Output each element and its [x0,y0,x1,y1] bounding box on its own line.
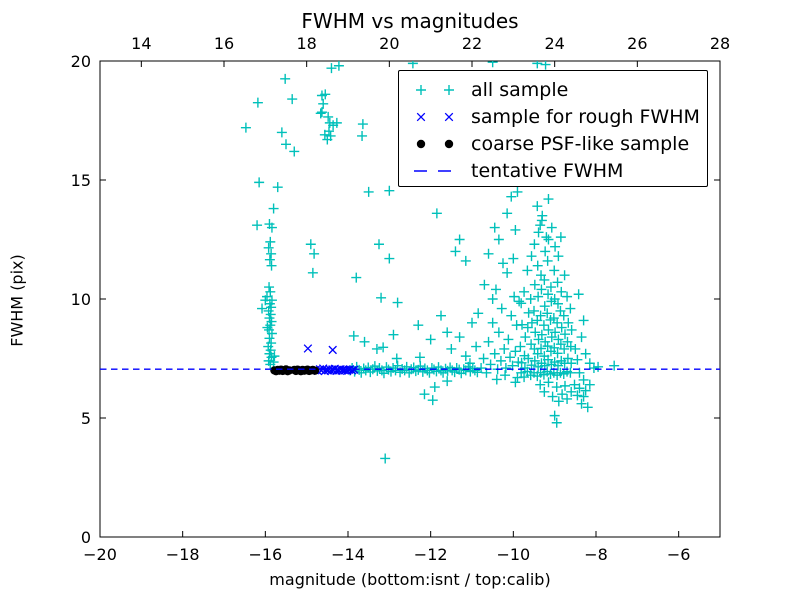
tick-label: 5 [81,409,91,428]
tick-label: −18 [166,545,200,564]
tick-label: 16 [214,34,234,53]
tick-label: 20 [71,52,91,71]
legend-label: coarse PSF-like sample [471,132,690,155]
tick-label: 20 [379,34,399,53]
legend-entry: sample for rough FWHM [407,103,707,130]
tick-label: −12 [414,545,448,564]
y-axis-label: FWHM (pix) [7,254,27,347]
tick-label: −6 [667,545,691,564]
legend-marker-plus-icon [416,84,454,95]
chart-title: FWHM vs magnitudes [301,9,519,33]
legend: all sample sample for rough FWHM coarse PS… [398,70,708,187]
x-top-ticks [140,61,721,67]
legend-entry: tentative FWHM [407,157,707,184]
tick-label: 15 [71,171,91,190]
tick-label: 14 [131,34,151,53]
tick-label: −16 [248,545,282,564]
tick-label: 18 [296,34,316,53]
x-bottom-ticks [99,531,680,537]
legend-entry: all sample [407,76,707,103]
legend-entry: coarse PSF-like sample [407,130,707,157]
x-axis-label: magnitude (bottom:isnt / top:calib) [269,570,551,589]
legend-marker-dashed-line-icon [414,169,451,172]
tick-label: 22 [462,34,482,53]
tick-label: 28 [710,34,730,53]
legend-label: all sample [471,78,569,101]
legend-marker-x-icon [416,112,454,121]
tick-label: −8 [584,545,608,564]
tick-label: 10 [71,290,91,309]
tick-label: −20 [83,545,117,564]
tick-label: 24 [544,34,564,53]
y-ticks [100,60,720,538]
tick-label: 0 [81,528,91,547]
tick-label: 26 [627,34,647,53]
legend-label: tentative FWHM [471,159,624,182]
tick-label: −10 [496,545,530,564]
legend-marker-dot-icon [416,139,454,148]
legend-label: sample for rough FWHM [471,105,700,128]
tick-label: −14 [331,545,365,564]
series-coarse-psf-like-sample-points [270,365,320,376]
